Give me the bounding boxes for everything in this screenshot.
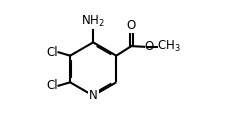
Text: CH$_3$: CH$_3$ bbox=[156, 39, 180, 54]
Text: Cl: Cl bbox=[46, 79, 58, 92]
Text: NH$_2$: NH$_2$ bbox=[81, 14, 105, 29]
Text: Cl: Cl bbox=[46, 46, 58, 59]
Text: O: O bbox=[126, 19, 135, 32]
Text: O: O bbox=[144, 40, 153, 53]
Text: N: N bbox=[88, 89, 97, 102]
